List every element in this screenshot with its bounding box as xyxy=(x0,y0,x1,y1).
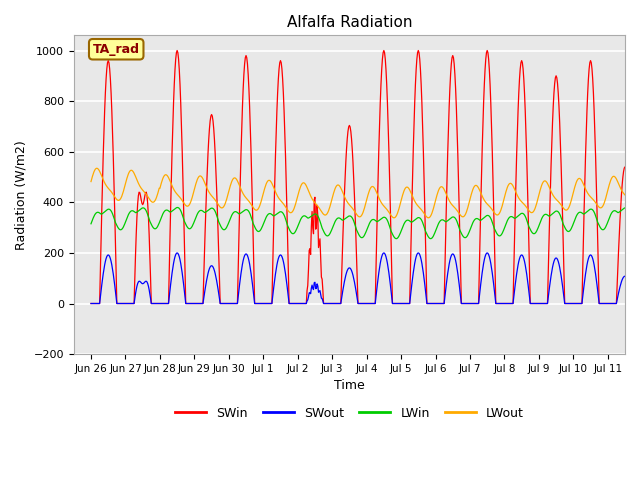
LWout xyxy=(637,189,640,194)
SWin xyxy=(454,177,462,182)
SWout xyxy=(152,300,159,306)
SWout xyxy=(281,266,289,272)
LWout xyxy=(93,166,100,171)
LWout xyxy=(390,215,397,221)
SWin xyxy=(637,300,640,306)
SWin xyxy=(173,48,181,53)
SWout xyxy=(87,300,95,306)
SWin xyxy=(424,300,431,306)
Line: LWout: LWout xyxy=(91,168,640,218)
Text: TA_rad: TA_rad xyxy=(93,43,140,56)
LWin xyxy=(253,228,261,234)
LWin xyxy=(152,226,159,231)
Y-axis label: Radiation (W/m2): Radiation (W/m2) xyxy=(15,140,28,250)
SWin xyxy=(281,129,289,135)
LWin xyxy=(424,233,431,239)
LWout xyxy=(456,211,463,216)
Line: SWout: SWout xyxy=(91,253,640,303)
Legend: SWin, SWout, LWin, LWout: SWin, SWout, LWin, LWout xyxy=(170,402,529,425)
LWout xyxy=(281,203,289,209)
X-axis label: Time: Time xyxy=(334,379,365,392)
SWout xyxy=(424,300,431,306)
SWin xyxy=(253,300,261,306)
Title: Alfalfa Radiation: Alfalfa Radiation xyxy=(287,15,412,30)
LWout xyxy=(152,195,160,201)
SWout xyxy=(302,300,310,306)
Line: SWin: SWin xyxy=(91,50,640,303)
LWout xyxy=(424,215,432,221)
SWin xyxy=(152,300,159,306)
SWout xyxy=(253,300,261,306)
LWin xyxy=(427,236,435,241)
LWout xyxy=(302,181,310,187)
LWin xyxy=(87,221,95,227)
SWout xyxy=(173,250,181,256)
SWout xyxy=(454,276,462,282)
Line: LWin: LWin xyxy=(91,207,640,239)
LWin xyxy=(173,204,181,210)
LWin xyxy=(456,225,463,231)
LWout xyxy=(253,207,261,213)
LWin xyxy=(637,220,640,226)
SWin xyxy=(302,300,310,306)
SWout xyxy=(637,300,640,306)
SWin xyxy=(87,300,95,306)
LWin xyxy=(302,214,310,219)
LWout xyxy=(87,179,95,184)
LWin xyxy=(281,214,289,220)
